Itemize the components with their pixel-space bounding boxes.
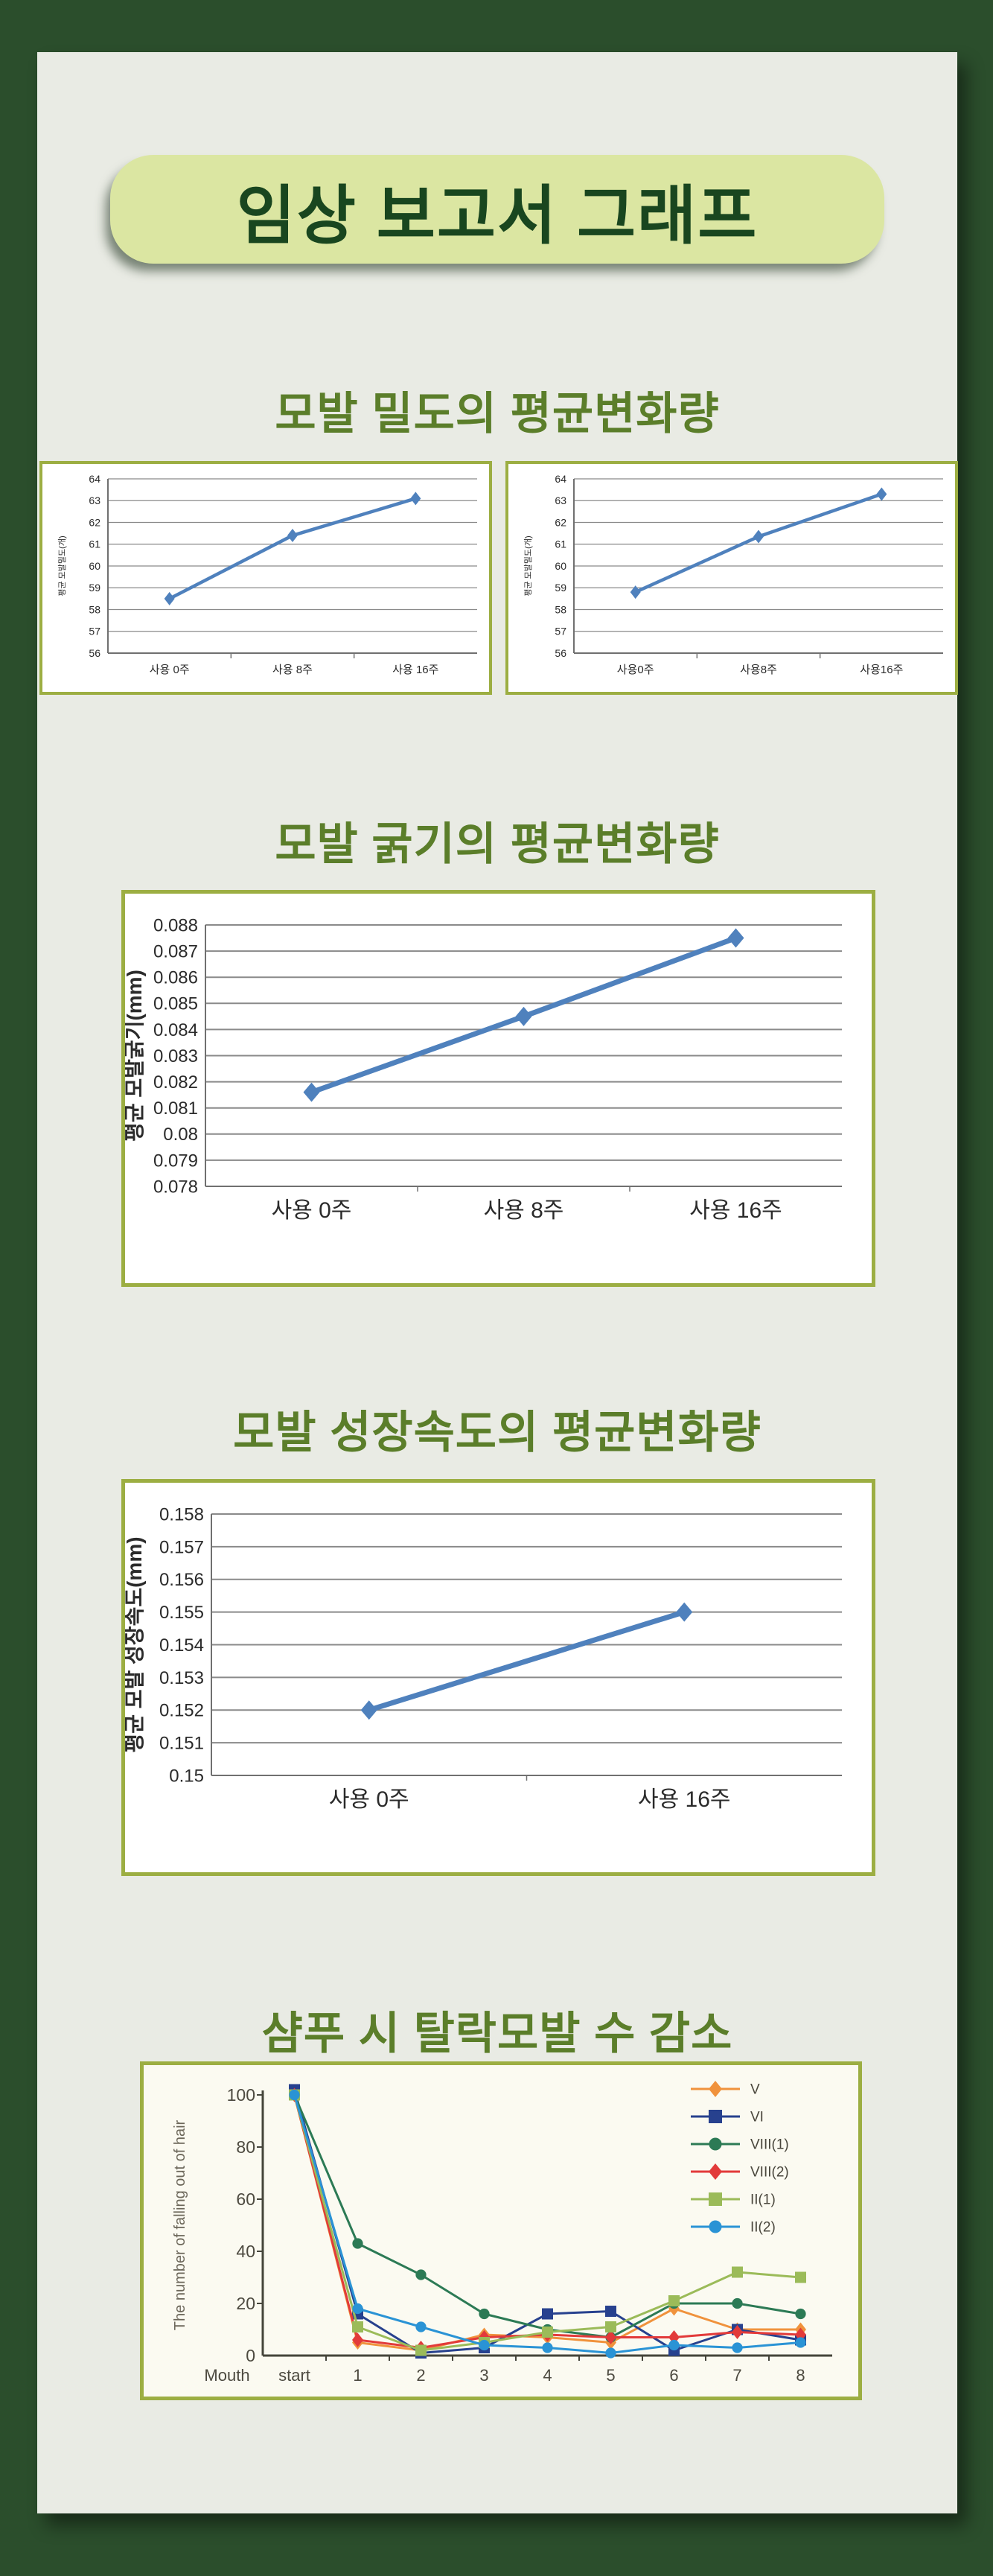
content-panel: 임상 보고서 그래프 모발 밀도의 평균변화량 56 57 58 59 60 61 62 63… — [37, 52, 958, 2513]
svg-text:5: 5 — [606, 2366, 615, 2385]
svg-text:평균 모발 성장속도(mm): 평균 모발 성장속도(mm) — [125, 1536, 146, 1752]
svg-text:사용0주: 사용0주 — [617, 664, 654, 676]
svg-text:0.083: 0.083 — [153, 1046, 198, 1066]
density-charts-row: 56 57 58 59 60 61 62 63 64 사용 0주 사용 8주 사용 16주 평균 모발밀… — [39, 461, 958, 695]
svg-text:0.154: 0.154 — [159, 1635, 204, 1656]
section-heading-hair-growth: 모발 성장속도의 평균변화량 — [233, 1408, 761, 1457]
svg-text:80: 80 — [236, 2137, 255, 2157]
svg-text:2: 2 — [416, 2366, 425, 2385]
svg-text:3: 3 — [479, 2366, 488, 2385]
svg-text:63: 63 — [555, 494, 566, 506]
svg-text:59: 59 — [89, 582, 100, 594]
svg-text:0.153: 0.153 — [159, 1668, 204, 1688]
svg-text:start: start — [278, 2366, 310, 2385]
svg-text:62: 62 — [89, 516, 100, 528]
svg-text:II(1): II(1) — [750, 2192, 776, 2208]
svg-text:61: 61 — [555, 538, 566, 550]
svg-text:0.15: 0.15 — [169, 1766, 204, 1786]
svg-text:사용 16주: 사용 16주 — [638, 1787, 731, 1812]
svg-text:6: 6 — [669, 2366, 678, 2385]
svg-text:II(2): II(2) — [750, 2220, 776, 2236]
svg-text:4: 4 — [543, 2366, 552, 2385]
svg-text:Mouth: Mouth — [204, 2366, 249, 2385]
page-title: 임상 보고서 그래프 — [236, 179, 759, 252]
svg-text:59: 59 — [555, 582, 566, 594]
svg-text:0.079: 0.079 — [153, 1151, 198, 1171]
svg-text:0.088: 0.088 — [153, 915, 198, 935]
svg-text:사용 0주: 사용 0주 — [150, 664, 190, 676]
svg-text:0.158: 0.158 — [159, 1504, 204, 1524]
svg-text:사용 0주: 사용 0주 — [272, 1198, 352, 1223]
title-banner: 임상 보고서 그래프 — [110, 155, 884, 264]
svg-text:0.152: 0.152 — [159, 1701, 204, 1721]
svg-text:0.082: 0.082 — [153, 1072, 198, 1093]
svg-text:VI: VI — [750, 2110, 764, 2125]
svg-text:7: 7 — [732, 2366, 741, 2385]
svg-text:0: 0 — [246, 2346, 255, 2365]
chart-hair-density-left: 56 57 58 59 60 61 62 63 64 사용 0주 사용 8주 사용 16주 평균 모발밀… — [39, 461, 492, 695]
svg-text:40: 40 — [236, 2242, 255, 2261]
section-heading-hair-thickness: 모발 굵기의 평균변화량 — [275, 819, 720, 869]
svg-text:58: 58 — [555, 603, 566, 615]
svg-text:1: 1 — [353, 2366, 362, 2385]
svg-text:64: 64 — [555, 473, 566, 485]
chart-hair-growth-speed: 0.15 0.151 0.152 0.153 0.154 0.155 0.156 0.157 0… — [121, 1479, 875, 1876]
svg-text:8: 8 — [796, 2366, 805, 2385]
chart-hair-density-right: 56 57 58 59 60 61 62 63 64 사용0주 사용8주 사용16주 평균 모발밀도(개… — [505, 461, 958, 695]
svg-text:0.084: 0.084 — [153, 1020, 198, 1040]
svg-text:57: 57 — [89, 626, 100, 637]
svg-text:사용 8주: 사용 8주 — [484, 1198, 564, 1223]
svg-text:20: 20 — [236, 2294, 255, 2313]
svg-text:0.085: 0.085 — [153, 994, 198, 1014]
svg-text:60: 60 — [555, 560, 566, 572]
svg-text:0.155: 0.155 — [159, 1603, 204, 1623]
svg-text:58: 58 — [89, 603, 100, 615]
svg-text:0.157: 0.157 — [159, 1537, 204, 1557]
section-heading-falling-hair: 샴푸 시 탈락모발 수 감소 — [261, 2009, 733, 2058]
svg-text:평균 모발굵기(mm): 평균 모발굵기(mm) — [125, 970, 146, 1142]
svg-text:100: 100 — [227, 2085, 255, 2105]
svg-text:0.087: 0.087 — [153, 942, 198, 962]
svg-text:사용 0주: 사용 0주 — [329, 1787, 409, 1812]
svg-text:VIII(2): VIII(2) — [750, 2165, 789, 2181]
svg-text:사용16주: 사용16주 — [860, 664, 903, 676]
svg-text:0.156: 0.156 — [159, 1570, 204, 1590]
svg-text:사용 16주: 사용 16주 — [689, 1198, 782, 1223]
svg-text:60: 60 — [89, 560, 100, 572]
svg-text:0.08: 0.08 — [163, 1125, 198, 1145]
svg-text:0.078: 0.078 — [153, 1177, 198, 1197]
svg-text:63: 63 — [89, 494, 100, 506]
svg-text:62: 62 — [555, 516, 566, 528]
svg-text:사용 8주: 사용 8주 — [272, 664, 313, 676]
svg-text:0.086: 0.086 — [153, 968, 198, 988]
svg-text:56: 56 — [89, 647, 100, 659]
svg-text:0.081: 0.081 — [153, 1098, 198, 1119]
svg-text:56: 56 — [555, 647, 566, 659]
svg-text:V: V — [750, 2082, 760, 2098]
svg-text:The number of falling out of h: The number of falling out of hair — [172, 2119, 188, 2330]
svg-text:사용 16주: 사용 16주 — [392, 664, 438, 676]
svg-text:사용8주: 사용8주 — [740, 664, 777, 676]
svg-text:64: 64 — [89, 473, 100, 485]
chart-hair-thickness: 0.078 0.079 0.08 0.081 0.082 0.083 0.084 0.085 0… — [121, 890, 875, 1287]
svg-text:0.151: 0.151 — [159, 1734, 204, 1754]
svg-text:VIII(1): VIII(1) — [750, 2137, 789, 2153]
svg-text:61: 61 — [89, 538, 100, 550]
svg-text:평균 모발밀도(개): 평균 모발밀도(개) — [523, 535, 533, 596]
svg-text:57: 57 — [555, 626, 566, 637]
svg-text:평균 모발밀도(개): 평균 모발밀도(개) — [57, 535, 67, 596]
chart-falling-hair-count: 0 20 40 60 80 100 start 1 2 3 4 5 6 7 8 Mouth The number… — [140, 2061, 862, 2400]
svg-text:60: 60 — [236, 2189, 255, 2209]
section-heading-hair-density: 모발 밀도의 평균변화량 — [275, 389, 720, 439]
